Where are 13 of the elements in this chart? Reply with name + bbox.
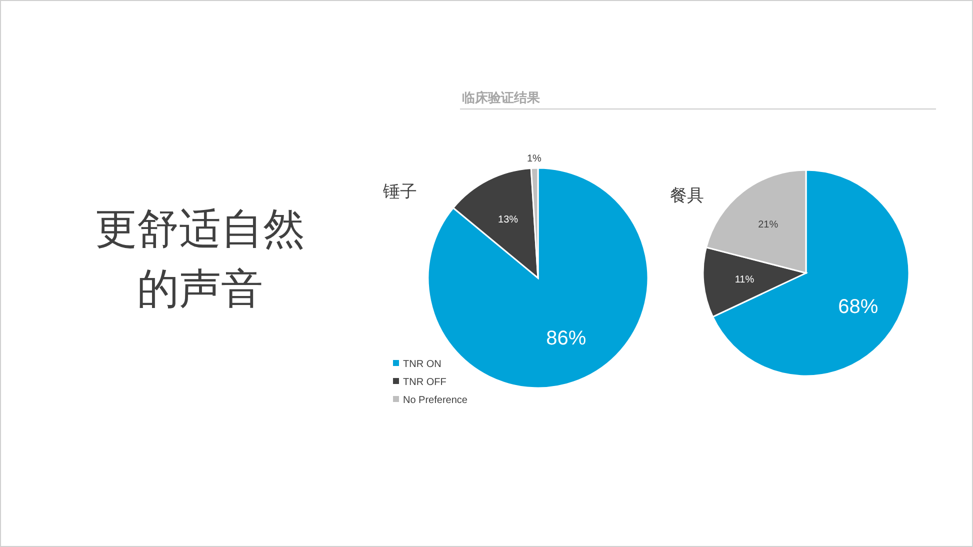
data-label: 86% bbox=[546, 328, 586, 350]
data-label: 68% bbox=[838, 296, 878, 318]
legend-label: TNR OFF bbox=[403, 377, 446, 388]
data-label: 11% bbox=[734, 274, 754, 286]
data-label: 1% bbox=[527, 154, 542, 165]
text: 临床验证结果 bbox=[462, 90, 541, 105]
legend-label: No Preference bbox=[403, 395, 468, 406]
text: 餐具 bbox=[670, 186, 704, 205]
text: 锤子 bbox=[382, 182, 417, 201]
data-label: 21% bbox=[758, 220, 778, 231]
data-label: 13% bbox=[498, 214, 518, 226]
legend-label: TNR ON bbox=[403, 359, 442, 370]
text: 更舒适自然的声音 bbox=[95, 205, 305, 312]
